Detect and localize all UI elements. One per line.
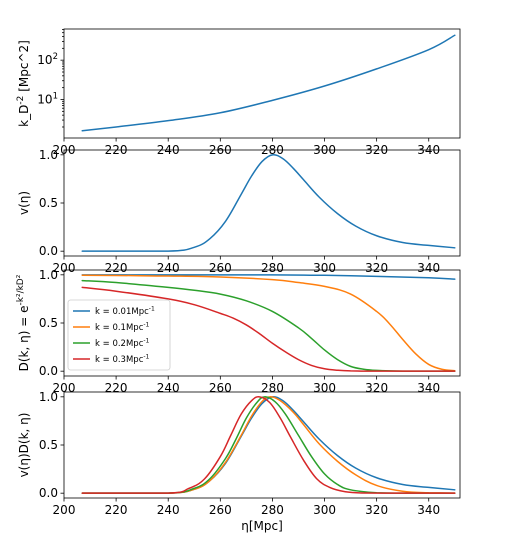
x-tick-label: 220	[105, 503, 128, 517]
x-tick-label: 340	[417, 503, 440, 517]
panel-4: 200 220 240 260 280 300 320 340 0.0 0.5 1.0 v(η)D(k…	[17, 390, 461, 533]
series-line-3	[81, 396, 456, 494]
panel-2: 200 220 240 260 280 300 320 340 0.0 0.5 1.0 v(η)	[17, 148, 461, 275]
series-line-1	[81, 153, 456, 252]
y-tick-label: 101	[37, 92, 58, 107]
x-tick-label: 280	[261, 381, 284, 395]
axes-frame	[63, 391, 461, 499]
x-tick-label: 280	[261, 261, 284, 275]
x-tick-label: 300	[313, 503, 336, 517]
x-tick-label: 300	[313, 261, 336, 275]
legend: k = 0.01Mpc-1​ k = 0.1Mpc-1​ k = 0.2Mpc-1​…	[67, 299, 171, 371]
x-tick-label: 220	[105, 381, 128, 395]
y-axis-label: k_D-2​ [Mpc^2]	[16, 40, 31, 127]
legend-entry-label: k = 0.2Mpc-1​	[95, 338, 150, 349]
x-tick-label: 260	[209, 381, 232, 395]
x-tick-label: 300	[313, 381, 336, 395]
x-tick-label: 200	[53, 381, 76, 395]
y-axis-label: v(η)D(k, η)	[17, 413, 31, 478]
y-tick-label: 0.5	[39, 438, 58, 452]
y-tick-label: 1.0	[39, 390, 58, 404]
y-axis-label: v(η)	[17, 191, 31, 215]
legend-entry-label: k = 0.01Mpc-1​	[95, 306, 155, 317]
y-tick-label: 0.0	[39, 486, 58, 500]
axes-frame	[63, 149, 461, 257]
x-tick-label: 280	[261, 503, 284, 517]
x-tick-label: 320	[365, 503, 388, 517]
series-line-k3	[81, 286, 456, 372]
y-tick-label: 0.5	[39, 196, 58, 210]
y-tick-label: 0.0	[39, 364, 58, 378]
x-tick-label: 320	[365, 261, 388, 275]
x-tick-label: 260	[209, 261, 232, 275]
series-line-4	[81, 396, 456, 494]
y-tick-label: 102	[37, 52, 58, 67]
panel-3: 200 220 240 260 280 300 320 340 0.0 0.5 1.0 D(k, η)…	[16, 268, 461, 395]
y-tick-label: 1.0	[39, 148, 58, 162]
x-axis-label: η[Mpc]	[241, 519, 283, 533]
x-tick-label: 320	[365, 381, 388, 395]
legend-entry-label: k = 0.3Mpc-1​	[95, 354, 150, 365]
x-tick-label: 340	[417, 381, 440, 395]
legend-box	[67, 299, 171, 371]
x-tick-label: 260	[209, 503, 232, 517]
y-tick-label: 0.0	[39, 244, 58, 258]
x-tick-label: 200	[53, 261, 76, 275]
series-line-1	[81, 34, 456, 132]
y-axis-label: D(k, η) = e-k²/kD²​	[16, 274, 31, 371]
x-tick-label: 200	[53, 503, 76, 517]
series-line-k0	[81, 274, 456, 280]
y-tick-label: 0.5	[39, 316, 58, 330]
x-tick-label: 240	[157, 381, 180, 395]
x-tick-label: 340	[417, 261, 440, 275]
y-tick-label: 1.0	[39, 268, 58, 282]
x-tick-label: 220	[105, 261, 128, 275]
x-tick-label: 240	[157, 503, 180, 517]
axes-frame	[63, 28, 461, 139]
x-tick-label: 240	[157, 261, 180, 275]
series-line-1	[81, 395, 456, 494]
legend-entry-label: k = 0.1Mpc-1​	[95, 322, 150, 333]
series-line-2	[81, 396, 456, 494]
series-line-k1	[81, 274, 456, 372]
